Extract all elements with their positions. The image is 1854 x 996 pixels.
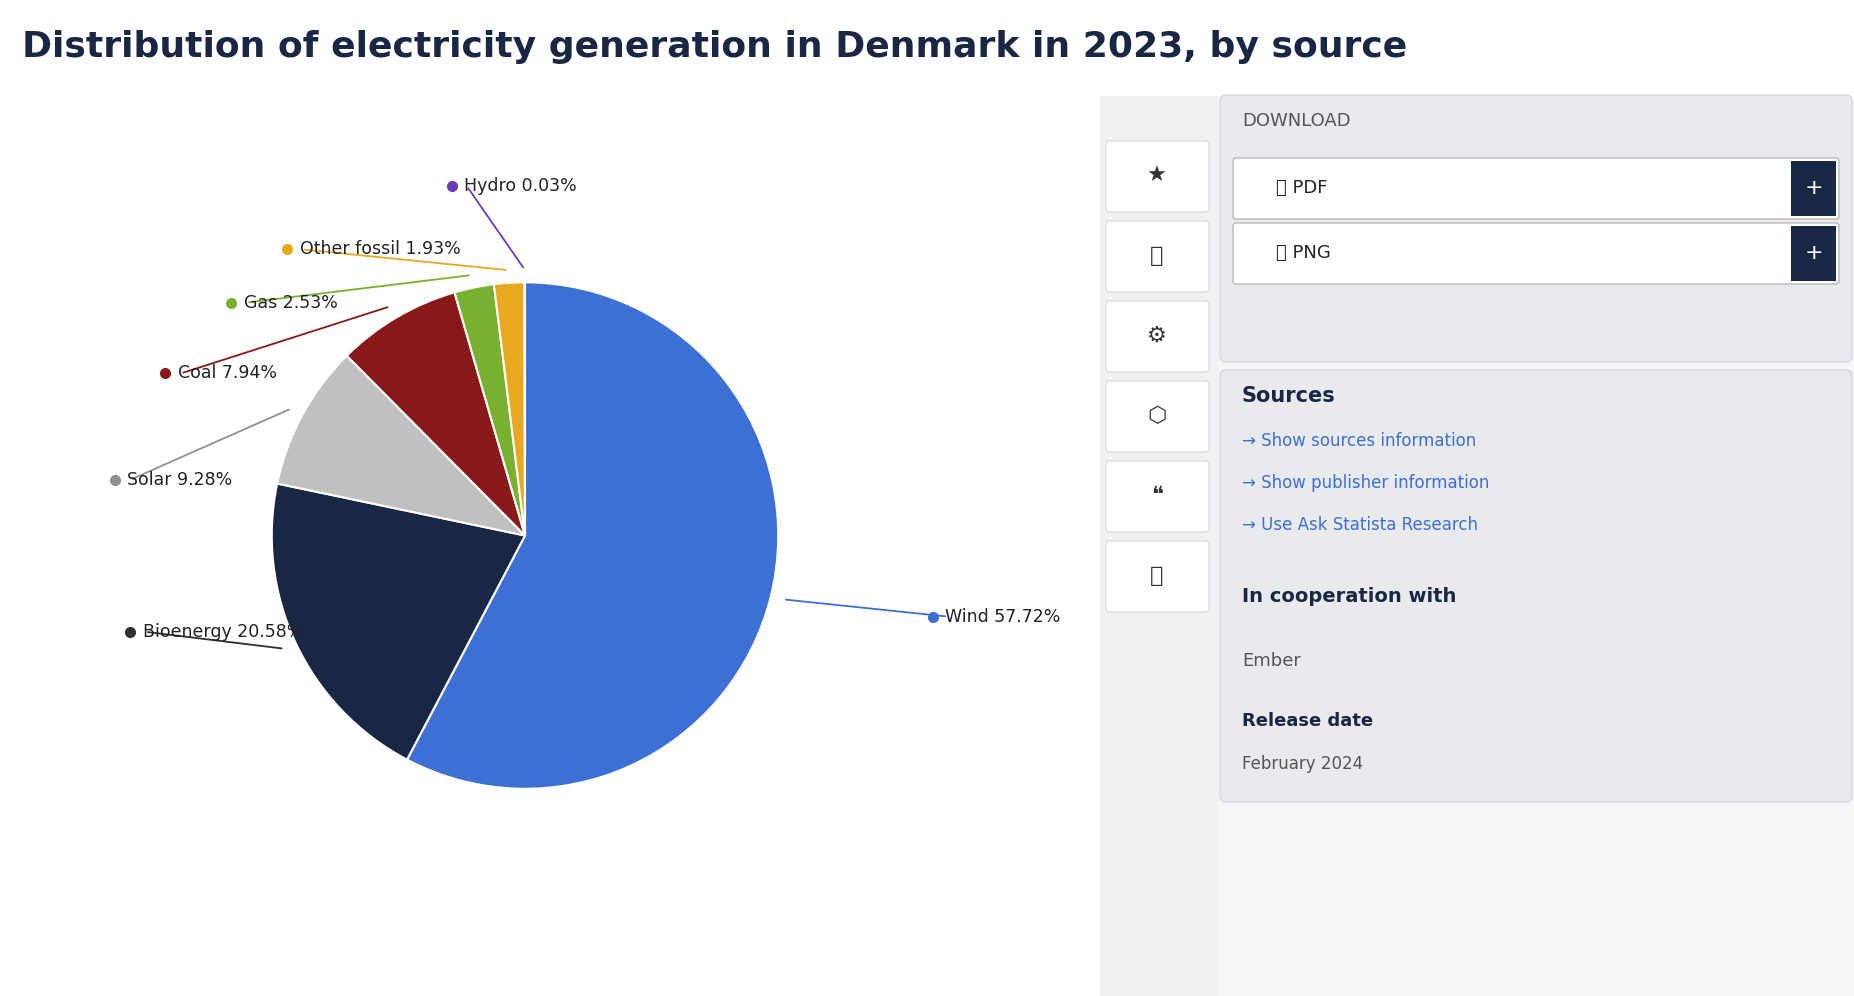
- Text: 📄 PDF: 📄 PDF: [1276, 179, 1327, 197]
- Text: Sources: Sources: [1242, 386, 1335, 406]
- Text: In cooperation with: In cooperation with: [1242, 587, 1457, 606]
- Text: Ember: Ember: [1242, 652, 1302, 670]
- Text: DOWNLOAD: DOWNLOAD: [1242, 112, 1350, 130]
- FancyBboxPatch shape: [1233, 158, 1839, 219]
- Wedge shape: [347, 293, 525, 536]
- Text: 🔔: 🔔: [1149, 246, 1164, 266]
- Text: Wind 57.72%: Wind 57.72%: [946, 608, 1060, 625]
- FancyBboxPatch shape: [1233, 223, 1839, 284]
- FancyBboxPatch shape: [1107, 141, 1209, 212]
- Text: Coal 7.94%: Coal 7.94%: [178, 365, 276, 382]
- Text: Hydro 0.03%: Hydro 0.03%: [464, 177, 577, 195]
- FancyBboxPatch shape: [1791, 161, 1835, 216]
- Text: +: +: [1804, 178, 1822, 198]
- Text: Gas 2.53%: Gas 2.53%: [245, 294, 337, 312]
- Text: Distribution of electricity generation in Denmark in 2023, by source: Distribution of electricity generation i…: [22, 30, 1407, 64]
- Wedge shape: [408, 282, 779, 789]
- Text: → Use Ask Statista Research: → Use Ask Statista Research: [1242, 516, 1478, 534]
- FancyBboxPatch shape: [1220, 370, 1852, 802]
- FancyBboxPatch shape: [1107, 301, 1209, 372]
- Text: February 2024: February 2024: [1242, 755, 1363, 773]
- Text: Release date: Release date: [1242, 712, 1374, 730]
- FancyBboxPatch shape: [1107, 381, 1209, 452]
- Text: 🖨: 🖨: [1149, 566, 1164, 586]
- Wedge shape: [276, 356, 525, 536]
- Text: Bioenergy 20.58%: Bioenergy 20.58%: [143, 622, 302, 640]
- Text: ❝: ❝: [1151, 486, 1162, 506]
- Wedge shape: [493, 282, 525, 536]
- FancyBboxPatch shape: [1791, 226, 1835, 281]
- FancyBboxPatch shape: [1099, 96, 1218, 996]
- Text: Other fossil 1.93%: Other fossil 1.93%: [300, 240, 460, 258]
- Text: Solar 9.28%: Solar 9.28%: [128, 471, 234, 489]
- FancyBboxPatch shape: [1107, 461, 1209, 532]
- Text: ★: ★: [1148, 166, 1166, 186]
- Wedge shape: [273, 483, 525, 760]
- FancyBboxPatch shape: [1107, 541, 1209, 612]
- FancyBboxPatch shape: [1107, 221, 1209, 292]
- FancyBboxPatch shape: [1099, 96, 1854, 996]
- Text: 🖼 PNG: 🖼 PNG: [1276, 244, 1331, 262]
- FancyBboxPatch shape: [1220, 95, 1852, 362]
- Text: → Show publisher information: → Show publisher information: [1242, 474, 1489, 492]
- Text: → Show sources information: → Show sources information: [1242, 432, 1476, 450]
- Text: ⬡: ⬡: [1148, 406, 1166, 426]
- Text: ⚙: ⚙: [1148, 326, 1166, 346]
- Wedge shape: [454, 284, 525, 536]
- Text: +: +: [1804, 243, 1822, 263]
